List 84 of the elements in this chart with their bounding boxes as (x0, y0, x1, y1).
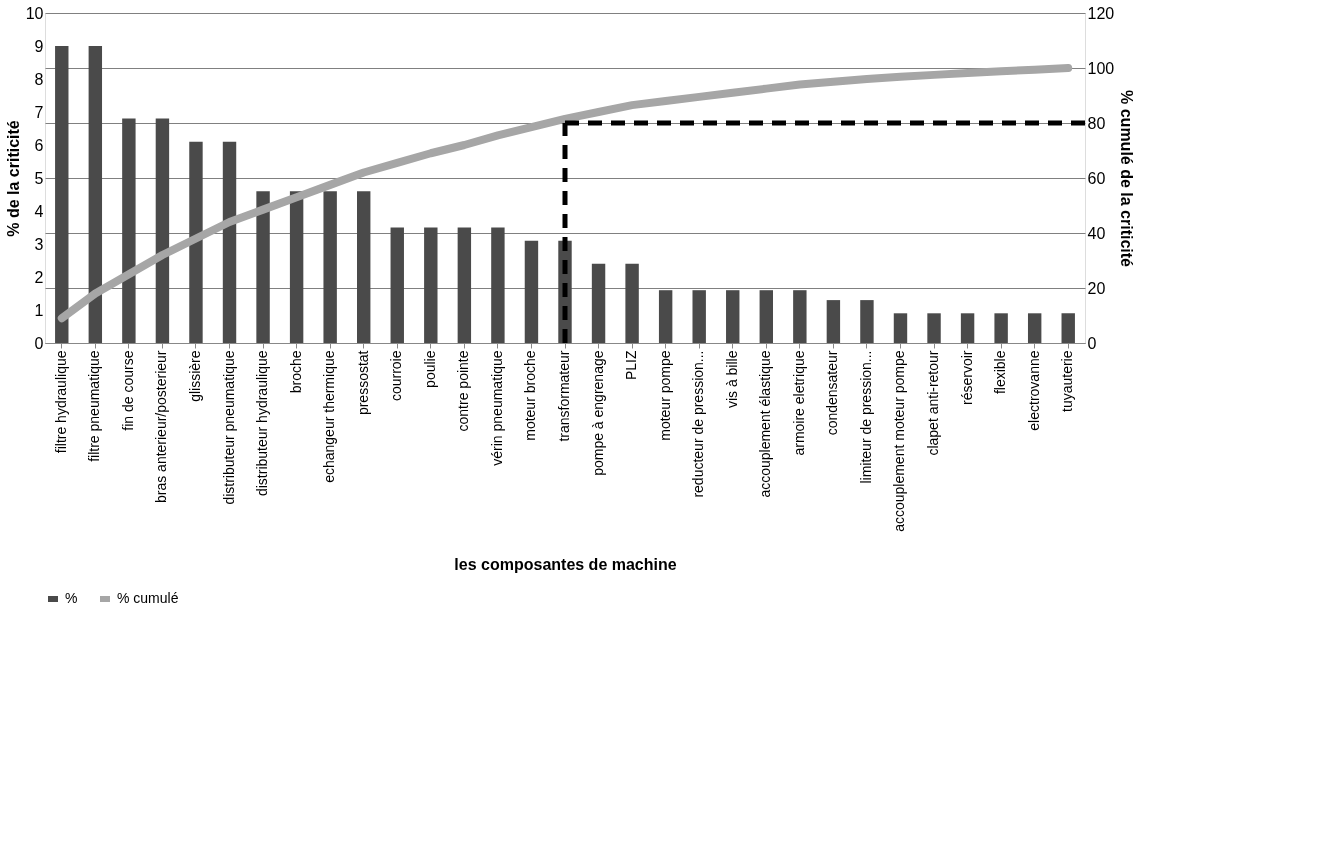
y2-tick-label: 120 (1087, 4, 1115, 22)
bar (960, 313, 975, 343)
x-tick-label: courroie (388, 350, 405, 402)
x-tick-label: bras anterieur/posterieur (153, 350, 170, 504)
legend-label: % (65, 590, 78, 606)
bar (994, 313, 1008, 343)
x-tick-label: contre pointe (455, 350, 472, 432)
bar (759, 290, 773, 343)
x-tick-label: armoire eletrique (790, 350, 807, 456)
y-tick-label: 6 (34, 136, 44, 154)
legend-label: % cumulé (117, 590, 179, 606)
bar (692, 290, 706, 343)
bar (122, 118, 136, 343)
bar (927, 313, 941, 343)
bar (88, 46, 103, 343)
y-tick-label: 10 (25, 4, 44, 22)
bar (625, 263, 639, 343)
y2-axis-title: % cumulé de la criticité (1118, 90, 1136, 268)
bar (1061, 313, 1075, 343)
bar (155, 118, 170, 343)
bar (55, 46, 69, 343)
x-tick-label: reducteur de pression... (690, 350, 707, 498)
x-tick-label: accouplement élastique (757, 350, 774, 498)
x-tick-label: vérin pneumatique (488, 350, 505, 466)
x-tick-label: filtre pneumatique (86, 350, 103, 462)
bar (893, 313, 908, 343)
x-tick-label: transformateur (556, 350, 572, 442)
bar (189, 141, 203, 343)
y-tick-label: 0 (34, 334, 44, 352)
x-tick-label: broche (287, 350, 304, 394)
y2-tick-label: 80 (1087, 114, 1106, 132)
bar (256, 191, 270, 343)
x-tick-label: pressostat (354, 350, 371, 416)
bar (424, 227, 438, 343)
bar (726, 290, 740, 343)
bar (591, 263, 606, 343)
x-tick-label: accouplement moteur pompe (891, 350, 908, 532)
y-tick-label: 1 (34, 301, 44, 319)
x-tick-label: pompe à engrenage (589, 350, 606, 476)
x-tick-label: echangeur thermique (321, 350, 338, 483)
bar (826, 300, 841, 343)
x-axis-title: les composantes de machine (454, 555, 677, 573)
bar (491, 227, 505, 343)
y-tick-label: 4 (34, 202, 44, 220)
x-tick-label: limiteur de pression... (857, 350, 874, 484)
y-tick-label: 3 (34, 235, 44, 253)
y2-tick-label: 40 (1087, 224, 1106, 242)
y2-tick-label: 60 (1087, 169, 1106, 187)
bar (1027, 313, 1042, 343)
y2-tick-label: 20 (1087, 279, 1106, 297)
y-axis-title: % de la criticité (4, 120, 22, 237)
x-tick-label: electrovanne (1025, 350, 1042, 431)
bar (793, 290, 807, 343)
x-tick-label: condensateur (824, 350, 841, 436)
y2-tick-label: 0 (1087, 334, 1097, 352)
bar (289, 191, 304, 343)
bar (860, 300, 874, 343)
x-tick-label: glissière (186, 350, 203, 402)
bar (222, 141, 237, 343)
x-tick-label: distributeur hydraulique (254, 350, 271, 497)
y-tick-label: 5 (34, 169, 44, 187)
y2-tick-label: 100 (1087, 59, 1115, 77)
bar (457, 227, 472, 343)
x-tick-label: distributeur pneumatique (220, 350, 237, 505)
x-tick-label: vis à bille (723, 350, 740, 409)
bar (323, 191, 337, 343)
x-tick-label: moteur broche (522, 350, 539, 441)
y-tick-label: 9 (34, 37, 44, 55)
x-tick-label: fin de course (119, 350, 136, 431)
x-tick-label: flexible (992, 350, 1009, 395)
x-tick-label: PLIZ (623, 350, 640, 381)
x-tick-label: clapet anti-retour (925, 350, 942, 456)
bar (390, 227, 404, 343)
x-tick-label: tuyauterie (1059, 350, 1076, 412)
x-tick-label: moteur pompe (656, 350, 673, 441)
bar (524, 240, 539, 343)
y-tick-label: 8 (34, 70, 44, 88)
y-tick-label: 2 (34, 268, 44, 286)
x-tick-label: réservoir (958, 350, 975, 405)
y-tick-label: 7 (34, 103, 44, 121)
x-tick-label: poulie (421, 350, 438, 388)
x-tick-label: filtre hydraulique (52, 350, 69, 454)
bar (357, 191, 371, 343)
bar (658, 290, 673, 343)
